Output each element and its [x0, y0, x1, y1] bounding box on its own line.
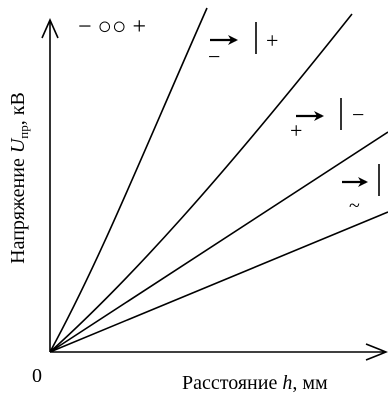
plane-polarity-minus: −	[352, 102, 364, 127]
curve-point-plane-positive	[49, 131, 388, 353]
point-plane-positive-label: − +	[290, 98, 364, 143]
y-axis-label-text: Напряжение	[7, 153, 29, 264]
y-axis-label-variable: U	[7, 137, 29, 153]
curve-point-plane-ac	[49, 211, 388, 353]
y-axis-label-subscript: пр	[16, 125, 31, 138]
curve-sphere-gap	[49, 7, 208, 353]
curve-point-plane-negative	[49, 13, 353, 353]
y-axis-label: Напряжение Uпр, кВ	[7, 92, 31, 264]
point-plane-negative-label: + −	[208, 22, 278, 69]
point-plane-ac-label: ~	[342, 164, 380, 217]
y-axis-label-unit: , кВ	[7, 92, 29, 125]
origin-label: 0	[32, 365, 42, 387]
x-axis-arrow-icon	[365, 343, 388, 361]
x-axis-label-variable: h	[282, 372, 292, 394]
plane-polarity-plus: +	[266, 28, 278, 53]
x-axis-label-text: Расстояние	[182, 372, 282, 394]
point-polarity-minus: −	[208, 44, 220, 69]
x-axis-label: Расстояние h, мм	[182, 372, 328, 394]
ac-tilde: ~	[349, 195, 360, 217]
x-axis-label-unit: , мм	[292, 372, 328, 394]
y-axis-arrow-icon	[41, 18, 59, 39]
point-polarity-plus: +	[290, 118, 302, 143]
sphere-gap-label: − ○○ +	[78, 14, 146, 40]
